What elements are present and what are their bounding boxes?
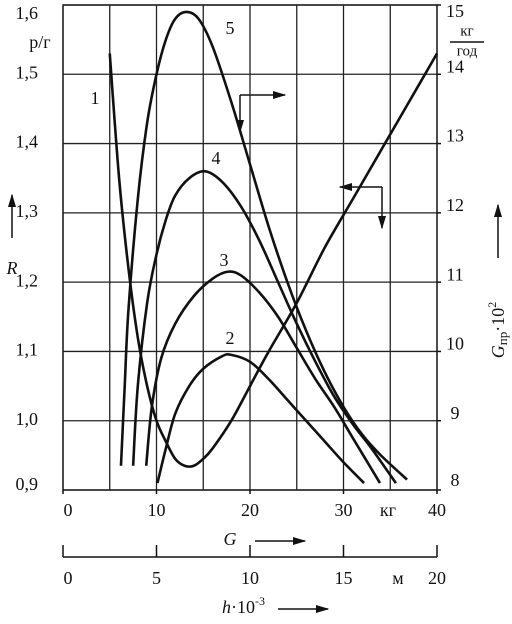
x-tick-label: 10 xyxy=(148,500,166,520)
y-tick-label: 1,3 xyxy=(16,201,39,221)
x-tick-label: 0 xyxy=(64,500,73,520)
y2-tick-label: 8 xyxy=(451,470,460,490)
y-tick-label: 1,5 xyxy=(16,62,39,82)
y2-tick-label: 15 xyxy=(446,1,464,21)
curve xyxy=(119,10,408,481)
x2-label-mult: ·10 xyxy=(231,597,255,617)
x2-label-sup: -3 xyxy=(255,594,265,608)
y2-tick-label: 14 xyxy=(446,56,464,76)
x-tick-label: 40 xyxy=(428,500,446,520)
x2-tick-label: 15 xyxy=(335,568,353,588)
x2-tick-label: 20 xyxy=(428,568,446,588)
y2-label-sub: пр xyxy=(495,332,510,345)
y-unit: р/г xyxy=(29,32,50,52)
x-label: G xyxy=(224,529,237,549)
y-tick-label: 1,4 xyxy=(16,132,39,152)
y-label: R xyxy=(6,258,18,278)
x2-label-main: h xyxy=(222,597,231,617)
x-tick-label: 20 xyxy=(241,500,259,520)
x2-tick-label: 5 xyxy=(152,568,161,588)
y-tick-label: 0,9 xyxy=(16,474,39,494)
y2-tick-label: 10 xyxy=(446,334,464,354)
curve xyxy=(156,353,365,484)
y2-label-main: G xyxy=(488,345,508,358)
axis-pointers xyxy=(7,90,503,614)
y2-tick-label: 11 xyxy=(446,264,463,284)
y2-tick-label: 9 xyxy=(451,403,460,423)
x2-tick-label: 10 xyxy=(241,568,259,588)
y2-unit-den: год xyxy=(457,43,478,59)
curve-label: 5 xyxy=(226,18,235,38)
x2-tick-label: 0 xyxy=(64,568,73,588)
y-tick-label: 1,1 xyxy=(16,340,39,360)
y-tick-label: 1,6 xyxy=(16,3,39,23)
curve-label: 4 xyxy=(212,148,221,168)
y2-label: Gпр·102 xyxy=(485,302,510,358)
x2-label: h·10-3 xyxy=(222,594,265,617)
y2-label-mult: ·10 xyxy=(488,308,508,332)
y2-tick-label: 13 xyxy=(446,126,464,146)
x-unit: кг xyxy=(380,500,396,520)
y-tick-label: 1,0 xyxy=(16,409,39,429)
y2-unit-num: кг xyxy=(460,23,473,39)
x2-unit: м xyxy=(392,568,403,588)
curve xyxy=(144,270,382,484)
y2-label-sup: 2 xyxy=(485,302,499,308)
curve-label: 3 xyxy=(220,250,229,270)
curve-label: 1 xyxy=(91,88,100,108)
curve xyxy=(108,52,439,468)
y2-tick-label: 12 xyxy=(446,195,464,215)
x-tick-label: 30 xyxy=(335,500,353,520)
curve xyxy=(131,169,397,484)
y-tick-label: 1,2 xyxy=(16,270,39,290)
curve-label: 2 xyxy=(226,328,235,348)
